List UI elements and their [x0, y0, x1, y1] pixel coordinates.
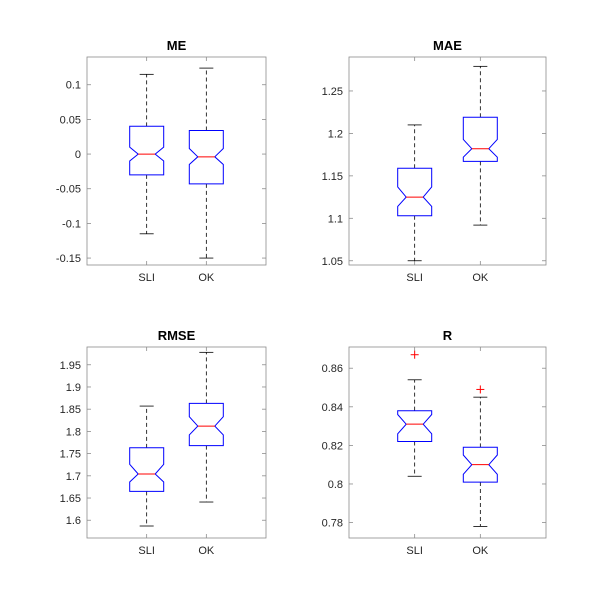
x-tick-label: OK [472, 545, 489, 557]
plot-area [348, 56, 547, 266]
box-sli [129, 447, 165, 492]
y-tick-label: -0.15 [56, 253, 81, 265]
x-tick-label: SLI [406, 545, 423, 557]
y-tick-label: 0.78 [322, 518, 343, 530]
y-tick-label: 1.8 [66, 426, 81, 438]
x-tick-label: OK [472, 272, 489, 284]
chart-title: ME [167, 38, 187, 53]
plot-area [86, 56, 267, 266]
y-tick-label: 0 [75, 149, 81, 161]
chart-title: MAE [433, 38, 462, 53]
y-tick-label: 0.82 [322, 440, 343, 452]
box-sli [129, 125, 165, 176]
y-tick-label: 1.25 [322, 86, 343, 98]
chart-panel-rmse: RMSE 1.6 1.65 1.7 1.75 1.8 1.85 1.9 1.95 SLI OK [60, 328, 267, 557]
box-ok [462, 116, 498, 162]
y-tick-label: 0.86 [322, 363, 343, 375]
plot-area [348, 346, 547, 539]
y-tick-label: -0.1 [62, 218, 81, 230]
box-ok [462, 446, 498, 483]
box-ok [188, 130, 224, 185]
y-tick-label: 0.1 [66, 80, 81, 92]
y-tick-label: 1.15 [322, 171, 343, 183]
x-tick-label: OK [198, 272, 215, 284]
plot-area [86, 346, 267, 539]
chart-panel-mae: MAE 1.05 1.1 1.15 1.2 1.25 SLI OK [322, 38, 547, 284]
y-tick-label: 1.75 [60, 449, 81, 461]
y-tick-label: 1.05 [322, 256, 343, 268]
x-tick-label: SLI [138, 545, 155, 557]
x-tick-label: SLI [406, 272, 423, 284]
y-tick-label: 1.65 [60, 493, 81, 505]
y-tick-label: 1.6 [66, 515, 81, 527]
x-tick-label: SLI [138, 272, 155, 284]
y-tick-label: 1.9 [66, 382, 81, 394]
y-tick-label: -0.05 [56, 184, 81, 196]
y-tick-label: 0.8 [328, 479, 343, 491]
chart-panel-me: ME -0.15 -0.1 -0.05 0 0.05 0.1 SLI OK [56, 38, 267, 284]
y-tick-label: 1.1 [328, 213, 343, 225]
y-tick-label: 0.05 [60, 114, 81, 126]
y-tick-label: 0.84 [322, 402, 343, 414]
chart-panel-r: R 0.78 0.8 0.82 0.84 0.86 SLI OK [322, 328, 547, 557]
y-tick-label: 1.7 [66, 471, 81, 483]
chart-title: RMSE [158, 328, 196, 343]
box-ok [188, 402, 224, 447]
box-sli [397, 167, 433, 217]
box-sli [397, 410, 433, 442]
y-tick-label: 1.85 [60, 404, 81, 416]
x-tick-label: OK [198, 545, 215, 557]
y-tick-label: 1.95 [60, 360, 81, 372]
y-tick-label: 1.2 [328, 128, 343, 140]
chart-title: R [443, 328, 453, 343]
